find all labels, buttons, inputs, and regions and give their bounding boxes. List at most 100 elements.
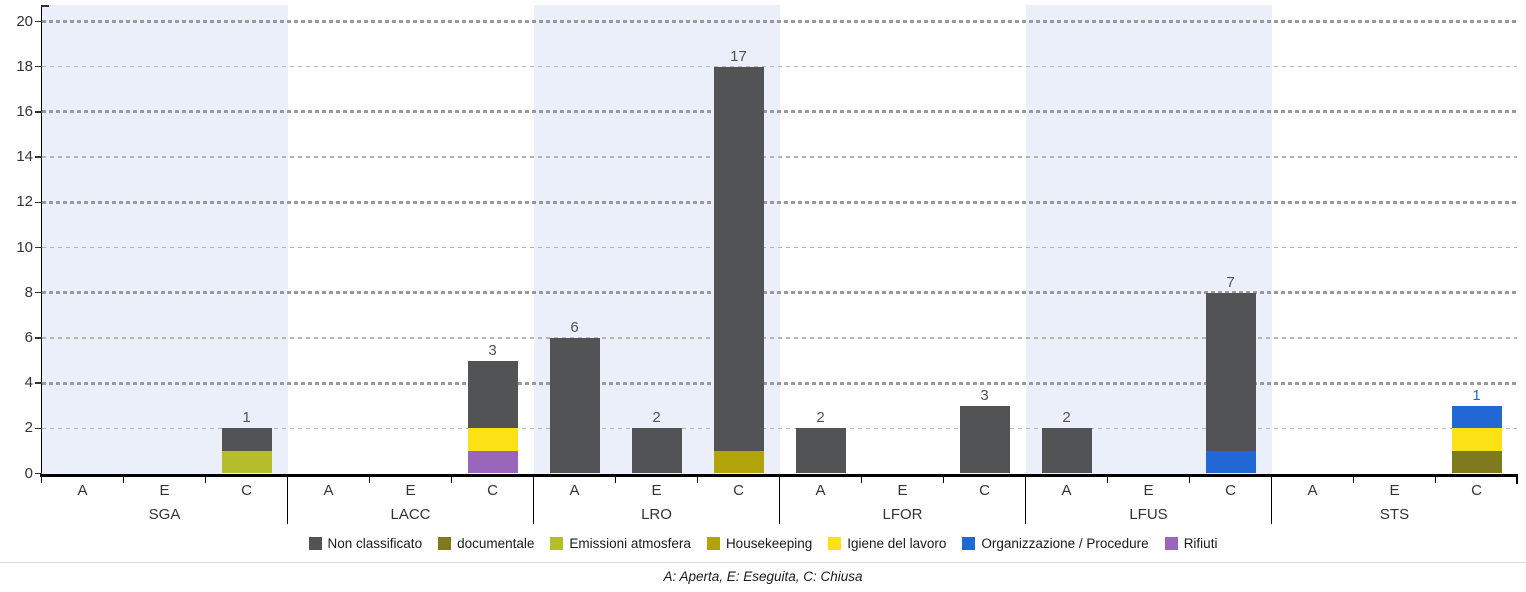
y-tick-4 bbox=[34, 382, 42, 384]
y-tick-18 bbox=[34, 65, 42, 68]
y-tick-label: 20 bbox=[16, 12, 33, 30]
y-tick-12 bbox=[34, 201, 42, 204]
x-tick bbox=[696, 477, 699, 483]
segment-value-label: 2 bbox=[816, 409, 825, 427]
bar-segment-LRO-A[interactable] bbox=[549, 337, 600, 474]
gridline-y-14 bbox=[41, 156, 1517, 158]
legend-label: Rifiuti bbox=[1183, 536, 1218, 551]
state-label-STS-E: E bbox=[1389, 482, 1400, 499]
bar-segment-LRO-C[interactable] bbox=[713, 450, 764, 474]
chart-footnote: A: Aperta, E: Eseguita, C: Chiusa bbox=[663, 569, 863, 584]
gridline-y-6 bbox=[41, 337, 1517, 339]
bar-segment-LFUS-C[interactable] bbox=[1205, 450, 1256, 474]
y-tick-0 bbox=[34, 472, 42, 475]
bar-segment-SGA-C[interactable] bbox=[221, 428, 272, 451]
legend-label: documentale bbox=[457, 536, 535, 551]
x-tick bbox=[450, 477, 453, 483]
group-label-SGA: SGA bbox=[148, 506, 181, 523]
gridline-y-16 bbox=[41, 110, 1517, 114]
legend-label: Housekeeping bbox=[725, 536, 813, 551]
group-label-LFOR: LFOR bbox=[882, 506, 923, 523]
bar-segment-LRO-E[interactable] bbox=[631, 428, 682, 474]
legend-item[interactable]: Non classificato bbox=[308, 536, 423, 551]
group-separator bbox=[1270, 477, 1273, 524]
gridline-y-8 bbox=[41, 291, 1517, 295]
segment-value-label: 3 bbox=[980, 386, 989, 404]
state-label-STS-A: A bbox=[1307, 482, 1318, 499]
group-label-LRO: LRO bbox=[641, 506, 672, 523]
x-tick bbox=[1106, 477, 1109, 483]
x-tick bbox=[122, 477, 125, 483]
segment-value-label: 3 bbox=[488, 341, 497, 359]
segment-value-label: 2 bbox=[652, 409, 661, 427]
bar-segment-STS-C[interactable] bbox=[1451, 428, 1502, 451]
x-tick bbox=[368, 477, 371, 483]
legend-swatch-icon bbox=[550, 537, 564, 550]
y-tick-2 bbox=[34, 427, 42, 430]
state-label-LFUS-C: C bbox=[1225, 482, 1236, 499]
y-tick-label: 8 bbox=[24, 283, 33, 301]
bar-segment-LRO-C[interactable] bbox=[713, 66, 764, 451]
bar-segment-LACC-C[interactable] bbox=[467, 428, 518, 451]
bar-segment-STS-C[interactable] bbox=[1451, 450, 1502, 474]
group-separator bbox=[532, 477, 535, 524]
legend-item[interactable]: Igiene del lavoro bbox=[828, 536, 946, 551]
bar-segment-STS-C[interactable] bbox=[1451, 405, 1502, 429]
state-label-LACC-E: E bbox=[405, 482, 416, 499]
legend-swatch-icon bbox=[706, 537, 720, 550]
state-label-LFOR-C: C bbox=[979, 482, 990, 499]
legend-label: Emissioni atmosfera bbox=[569, 536, 691, 551]
legend-swatch-icon bbox=[962, 537, 976, 550]
legend-item[interactable]: Housekeeping bbox=[706, 536, 813, 551]
x-tick bbox=[860, 477, 863, 483]
group-label-LACC: LACC bbox=[390, 506, 431, 523]
bar-segment-LFUS-C[interactable] bbox=[1205, 292, 1256, 451]
legend-item[interactable]: Organizzazione / Procedure bbox=[962, 536, 1149, 551]
y-axis-endcap-tick bbox=[41, 5, 49, 7]
y-tick-label: 0 bbox=[24, 464, 33, 482]
segment-value-label: 17 bbox=[730, 47, 747, 65]
state-label-SGA-C: C bbox=[241, 482, 252, 499]
segment-value-label: 7 bbox=[1226, 273, 1235, 291]
group-separator bbox=[1024, 477, 1027, 524]
group-separator bbox=[778, 477, 781, 524]
y-tick-20 bbox=[34, 20, 42, 23]
group-label-LFUS: LFUS bbox=[1129, 506, 1168, 523]
x-axis-line bbox=[40, 473, 1518, 477]
y-tick-label: 10 bbox=[16, 238, 33, 256]
bar-segment-LFOR-C[interactable] bbox=[959, 405, 1010, 474]
legend-swatch-icon bbox=[828, 537, 842, 550]
bar-segment-LACC-C[interactable] bbox=[467, 450, 518, 474]
legend-item[interactable]: Emissioni atmosfera bbox=[550, 536, 691, 551]
gridline-y-2 bbox=[41, 427, 1517, 430]
legend-item[interactable]: documentale bbox=[438, 536, 534, 551]
chart-legend: Non classificato documentale Emissioni atm… bbox=[0, 536, 1526, 551]
state-label-SGA-A: A bbox=[77, 482, 88, 499]
bar-segment-LACC-C[interactable] bbox=[467, 360, 518, 429]
y-tick-label: 18 bbox=[16, 57, 33, 75]
state-label-LRO-C: C bbox=[733, 482, 744, 499]
legend-swatch-icon bbox=[1164, 537, 1178, 550]
y-tick-label: 16 bbox=[16, 102, 33, 120]
x-tick bbox=[614, 477, 617, 483]
state-label-LFUS-A: A bbox=[1061, 482, 1072, 499]
state-label-LRO-E: E bbox=[651, 482, 662, 499]
legend-swatch-icon bbox=[438, 537, 452, 550]
group-label-STS: STS bbox=[1379, 506, 1410, 523]
x-axis-end-tick bbox=[1516, 477, 1518, 484]
y-tick-10 bbox=[34, 246, 42, 249]
legend-label: Non classificato bbox=[327, 536, 423, 551]
state-label-LFUS-E: E bbox=[1143, 482, 1154, 499]
y-tick-label: 14 bbox=[16, 148, 33, 166]
bar-segment-LFUS-A[interactable] bbox=[1041, 428, 1092, 474]
bar-segment-LFOR-A[interactable] bbox=[795, 428, 846, 474]
legend-item[interactable]: Rifiuti bbox=[1164, 536, 1218, 551]
segment-value-label: 1 bbox=[242, 409, 251, 427]
legend-swatch-icon bbox=[308, 537, 322, 550]
y-tick-label: 6 bbox=[24, 328, 33, 346]
bar-segment-SGA-C[interactable] bbox=[221, 450, 272, 474]
segment-value-label: 1 bbox=[1472, 386, 1481, 404]
legend-label: Igiene del lavoro bbox=[847, 536, 947, 551]
x-tick bbox=[1434, 477, 1437, 483]
segment-value-label: 6 bbox=[570, 318, 579, 336]
